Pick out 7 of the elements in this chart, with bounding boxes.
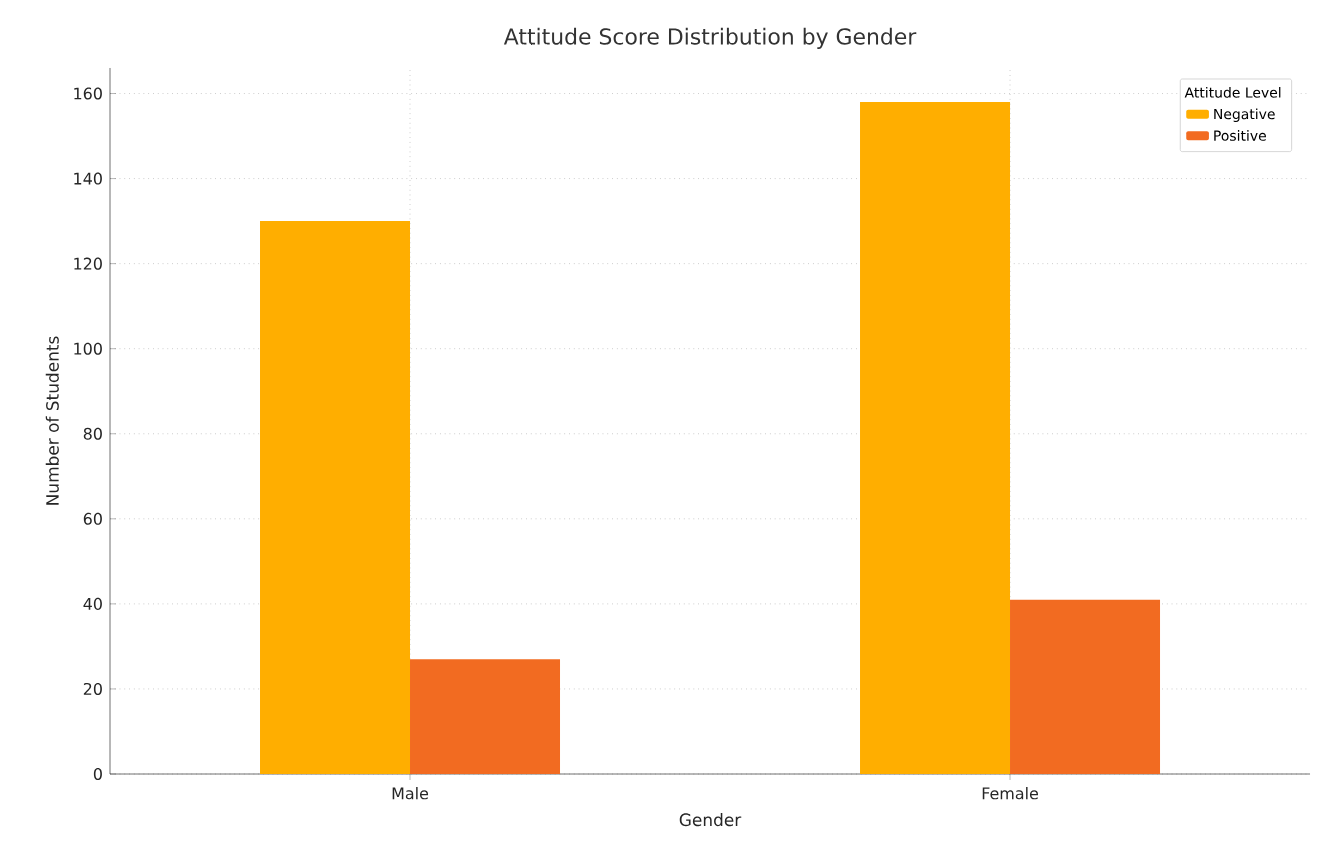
bar: [260, 221, 411, 774]
y-axis-title: Number of Students: [45, 336, 59, 505]
bar: [860, 102, 1011, 774]
bar: [1010, 599, 1161, 774]
x-axis-title: Gender: [679, 813, 742, 827]
bar: [410, 659, 561, 774]
chart-title: Attitude Score Distribution by Gender: [503, 27, 917, 49]
